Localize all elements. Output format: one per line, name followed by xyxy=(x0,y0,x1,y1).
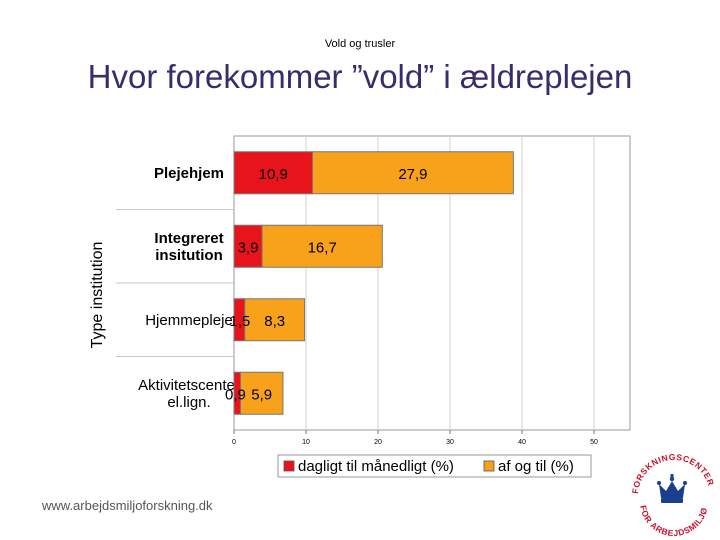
y-axis-label: Type institution xyxy=(89,242,106,349)
data-label: 27,9 xyxy=(398,166,427,183)
crown-icon xyxy=(657,474,687,503)
legend-swatch-occasional xyxy=(483,460,495,472)
data-label: 0,9 xyxy=(225,386,246,403)
slide-subtitle: Vold og trusler xyxy=(324,38,396,50)
data-label: 1,5 xyxy=(229,313,250,330)
data-label: 10,9 xyxy=(259,166,288,183)
data-label: 5,9 xyxy=(251,386,272,403)
data-label: 8,3 xyxy=(264,313,285,330)
x-tick-label-30: 30 xyxy=(446,439,454,446)
category-label: Integreret xyxy=(154,230,223,247)
category-label: insitution xyxy=(155,247,223,264)
bar-occasional xyxy=(311,151,514,195)
legend-label-daily: dagligt til månedligt (%) xyxy=(298,458,454,475)
x-tick-label-40: 40 xyxy=(518,439,526,446)
category-label: Aktivitetscenter xyxy=(138,377,240,394)
bar-occasional xyxy=(244,298,306,342)
legend-swatch-daily xyxy=(283,460,295,472)
legend-label-occasional: af og til (%) xyxy=(498,458,574,475)
bar-occasional xyxy=(261,224,383,268)
x-tick-label-0: 0 xyxy=(232,439,236,446)
bar-daily xyxy=(233,224,263,268)
x-tick-label-50: 50 xyxy=(590,439,598,446)
data-label: 16,7 xyxy=(308,239,337,256)
svg-text:FOR ARBEJDSMILJØ: FOR ARBEJDSMILJØ xyxy=(638,504,709,538)
bar-occasional xyxy=(239,371,284,415)
x-tick-label-10: 10 xyxy=(302,439,310,446)
footer-url: www.arbejdsmiljoforskning.dk xyxy=(42,498,213,513)
x-tick-label-20: 20 xyxy=(374,439,382,446)
data-label: 3,9 xyxy=(238,239,259,256)
legend xyxy=(277,454,592,478)
bar-daily xyxy=(233,151,313,195)
research-center-logo: FORSKNINGSCENTER FOR ARBEJDSMILJØ xyxy=(630,452,716,538)
category-label: Plejehjem xyxy=(154,165,224,182)
category-label: Hjemmepleje xyxy=(145,312,233,329)
slide-title: Hvor forekommer ”vold” i ældreplejen xyxy=(87,58,633,95)
category-label: el.lign. xyxy=(167,394,210,411)
logo-text-bottom: FOR ARBEJDSMILJØ xyxy=(638,504,709,538)
